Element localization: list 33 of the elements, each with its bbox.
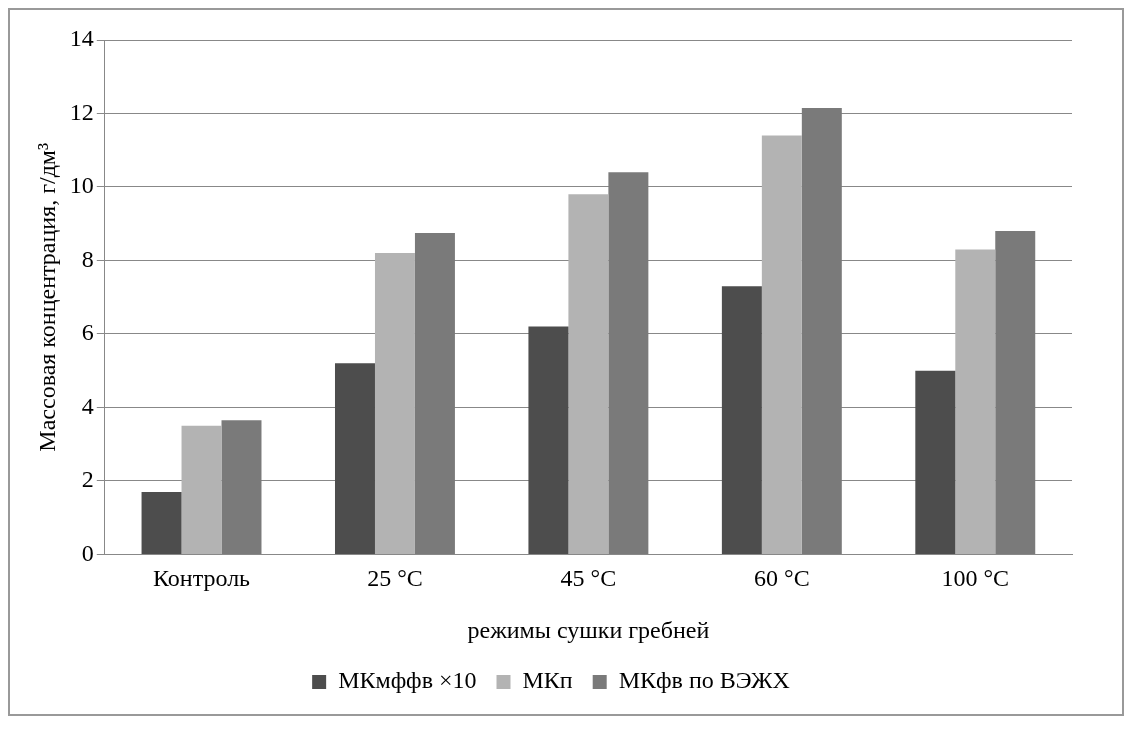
- bar: [568, 194, 609, 554]
- bar: [915, 370, 956, 554]
- y-tick-label: 14: [69, 25, 94, 52]
- bar: [141, 491, 182, 554]
- y-axis-title: Массовая концентрация, г/дм³: [33, 142, 60, 452]
- legend-label: МКмффв ×10: [338, 667, 477, 694]
- bar: [608, 172, 649, 554]
- bar: [374, 253, 415, 554]
- legend-label: МКфв по ВЭЖХ: [618, 667, 790, 694]
- x-tick-label: Контроль: [153, 565, 251, 592]
- bar: [334, 363, 375, 554]
- y-tick-label: 0: [81, 539, 94, 566]
- x-tick-label: 45 °C: [560, 565, 617, 592]
- y-tick-label: 10: [69, 172, 94, 199]
- y-tick-label: 8: [81, 245, 94, 272]
- x-tick-label: 25 °C: [367, 565, 423, 592]
- bar: [221, 420, 262, 554]
- x-tick-label: 60 °C: [754, 565, 810, 592]
- x-tick-label: 100 °C: [941, 565, 1010, 592]
- bar: [761, 135, 802, 554]
- bar: [995, 231, 1036, 554]
- y-tick-label: 12: [69, 98, 94, 125]
- y-tick-label: 6: [81, 319, 94, 346]
- bar: [801, 107, 842, 554]
- bar: [181, 425, 222, 554]
- legend-label: МКп: [522, 667, 573, 694]
- x-axis-title: режимы сушки гребней: [467, 616, 710, 643]
- y-tick-label: 2: [81, 466, 94, 493]
- bar: [955, 249, 996, 554]
- bar: [528, 326, 569, 554]
- bar: [414, 232, 455, 554]
- bar: [721, 286, 762, 554]
- y-tick-label: 4: [81, 392, 94, 419]
